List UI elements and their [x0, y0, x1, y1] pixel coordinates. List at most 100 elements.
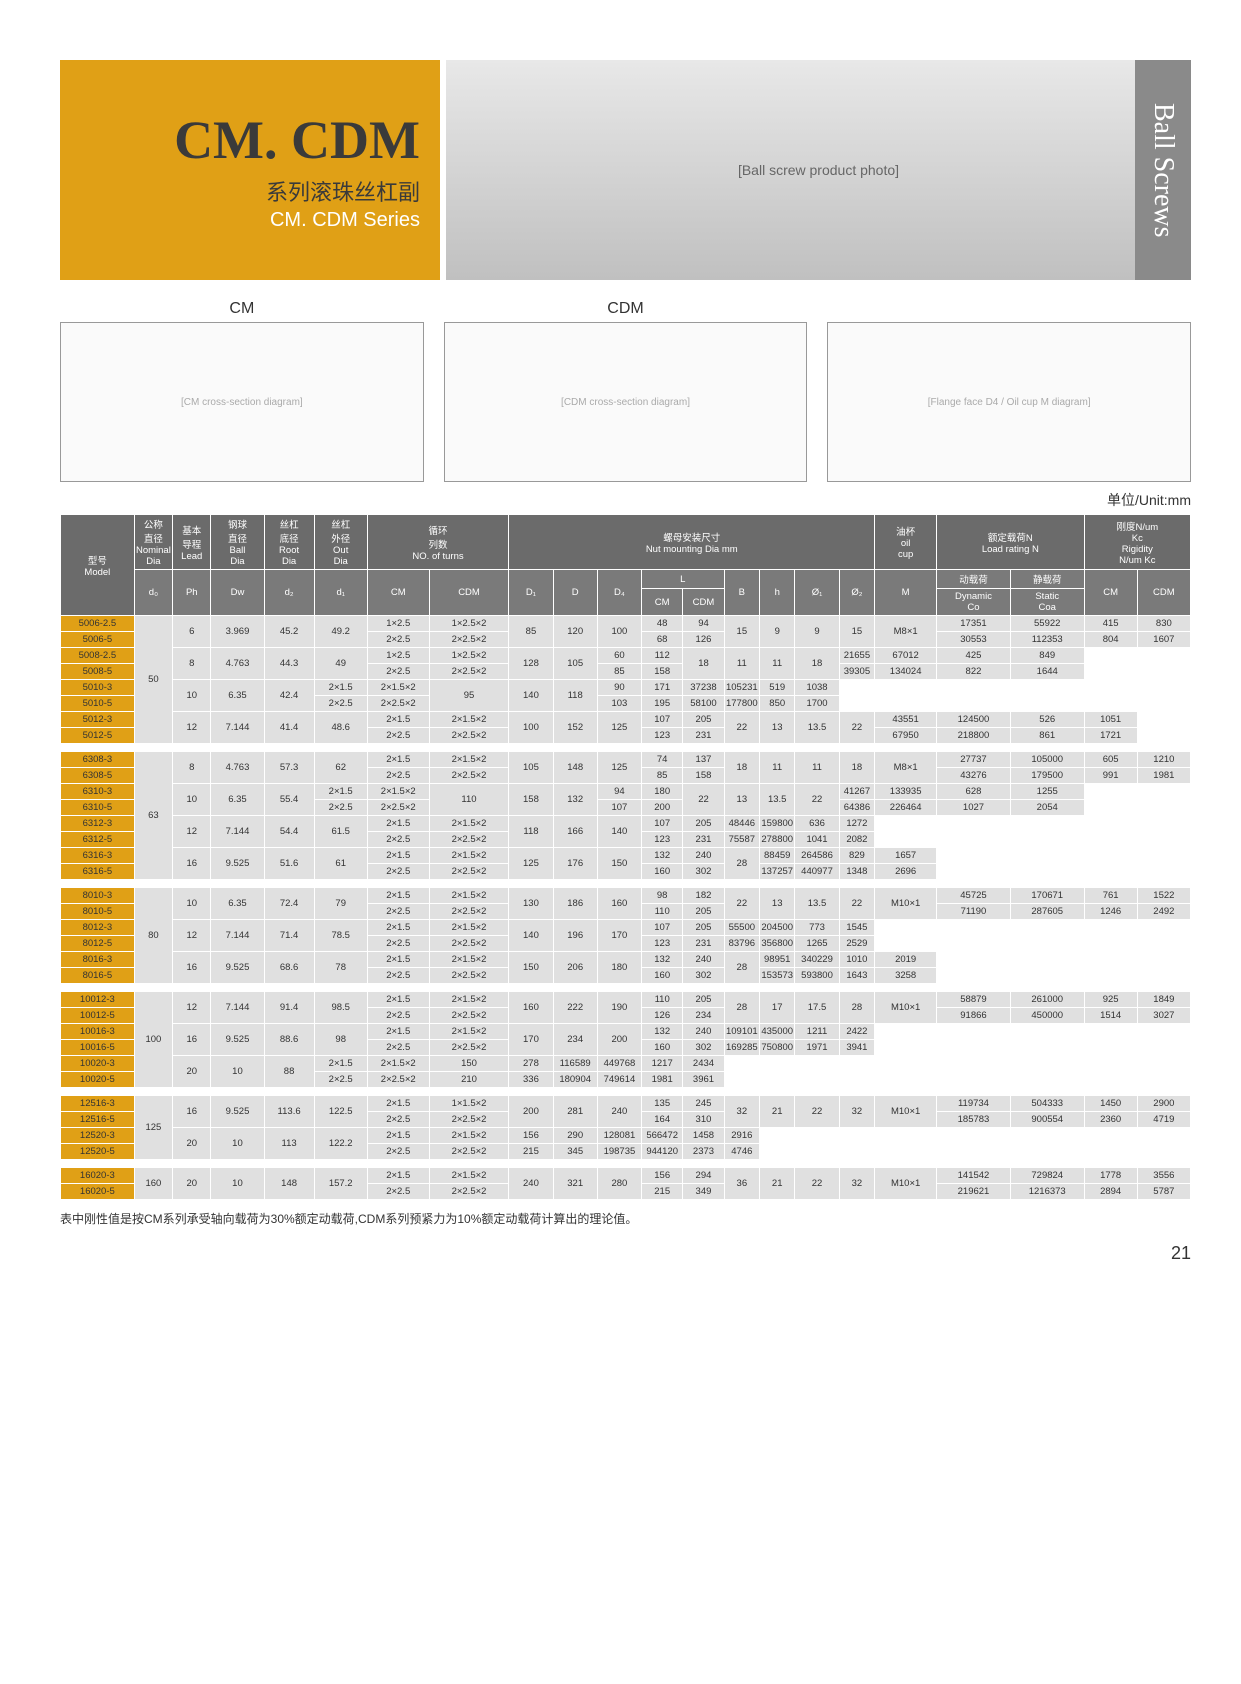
- th-load: 额定载荷NLoad rating N: [937, 515, 1085, 570]
- th-d0: d₀: [134, 570, 172, 616]
- cell-ph: 12: [173, 816, 211, 848]
- cell-Lcdm: 205: [683, 992, 724, 1008]
- title-block: CM. CDM 系列滚珠丝杠副 CM. CDM Series: [60, 60, 440, 280]
- title-sub-cn: 系列滚珠丝杠副: [266, 175, 420, 207]
- model-cell: 10020-5: [61, 1072, 135, 1088]
- cell-co: 30553: [937, 632, 1011, 648]
- cell-Lcm: 132: [642, 1024, 683, 1040]
- cell-kc_cm: 1217: [642, 1056, 683, 1072]
- model-cell: 10016-5: [61, 1040, 135, 1056]
- cell-coa: 944120: [642, 1144, 683, 1160]
- table-body: 5006-2.55063.96945.249.21×2.51×2.5×28512…: [61, 616, 1191, 1200]
- cell-Lcdm: 205: [683, 712, 724, 728]
- th-dw-top: 钢球直径BallDia: [211, 515, 264, 570]
- cell-d2: 41.4: [264, 712, 314, 744]
- cell-ph: 8: [173, 648, 211, 680]
- cell-o2: 32: [839, 1168, 875, 1200]
- cell-ph: 8: [173, 752, 211, 784]
- cell-cdm: 1×2.5×2: [429, 648, 509, 664]
- cell-cdm: 2×2.5×2: [429, 1112, 509, 1128]
- cell-Lcdm: 302: [683, 968, 724, 984]
- cell-M: M8×1: [875, 616, 937, 648]
- cell-d2: 91.4: [264, 992, 314, 1024]
- cell-ph: 16: [173, 952, 211, 984]
- th-nutmount: 螺母安装尺寸Nut mounting Dia mm: [509, 515, 875, 570]
- cell-Lcm: 160: [642, 864, 683, 880]
- cell-ph: 10: [173, 680, 211, 712]
- cell-kc_cdm: 1657: [875, 848, 937, 864]
- cell-B: 28: [724, 992, 759, 1024]
- footnote: 表中刚性值是按CM系列承受轴向载荷为30%额定动载荷,CDM系列预紧力为10%额…: [60, 1210, 1191, 1227]
- cell-Lcdm: 310: [683, 1112, 724, 1128]
- cell-d1: 78.5: [314, 920, 367, 952]
- cell-D4: 170: [597, 920, 641, 952]
- cell-cm: 2×2.5: [367, 728, 429, 744]
- cell-cm: 2×1.5: [367, 1096, 429, 1112]
- cell-cdm: 1×2.5×2: [429, 616, 509, 632]
- cell-D: 158: [509, 784, 553, 816]
- cell-d2: 88: [264, 1056, 314, 1088]
- cell-coa: 504333: [1010, 1096, 1084, 1112]
- cell-D: 206: [553, 952, 597, 984]
- cell-coa: 566472: [642, 1128, 683, 1144]
- cell-kc_cdm: 830: [1137, 616, 1190, 632]
- cell-Lcdm: 336: [509, 1072, 553, 1088]
- cell-coa: 204500: [760, 920, 795, 936]
- cell-d1: 157.2: [314, 1168, 367, 1200]
- cell-kc_cdm: 5787: [1137, 1184, 1190, 1200]
- cell-kc_cm: 628: [937, 784, 1011, 800]
- th-d2-top: 丝杠底径RootDia: [264, 515, 314, 570]
- model-cell: 12520-5: [61, 1144, 135, 1160]
- cell-Lcm: 156: [642, 1168, 683, 1184]
- cell-Lcdm: 302: [683, 1040, 724, 1056]
- cell-Lcm: 123: [642, 936, 683, 952]
- cell-Lcm: 135: [642, 1096, 683, 1112]
- cell-cdm: 2×1.5×2: [429, 920, 509, 936]
- cell-Lcm: 123: [642, 832, 683, 848]
- cell-cm: 2×2.5: [367, 864, 429, 880]
- cell-d2: 68.6: [264, 952, 314, 984]
- cell-coa: 55922: [1010, 616, 1084, 632]
- table-row: 5010-3106.3542.42×1.52×1.5×2951401189017…: [61, 680, 1191, 696]
- cell-M: M8×1: [875, 752, 937, 784]
- d0-cell: 100: [134, 992, 172, 1088]
- cell-co: 198735: [597, 1144, 641, 1160]
- d0-cell: 63: [134, 752, 172, 880]
- title-sub-en: CM. CDM Series: [270, 209, 420, 232]
- model-cell: 6312-3: [61, 816, 135, 832]
- cell-cm: 2×2.5: [367, 1144, 429, 1160]
- cell-Lcdm: 240: [683, 848, 724, 864]
- cell-cdm: 2×1.5×2: [367, 784, 429, 800]
- cell-o2: 22: [795, 784, 839, 816]
- model-cell: 6310-5: [61, 800, 135, 816]
- model-cell: 8012-5: [61, 936, 135, 952]
- cell-D1: 150: [509, 952, 553, 984]
- table-row: 5008-2.584.76344.3491×2.51×2.5×212810560…: [61, 648, 1191, 664]
- cell-cm: 2×1.5: [367, 752, 429, 768]
- cell-cm: 2×1.5: [367, 712, 429, 728]
- cell-B: 15: [724, 616, 759, 648]
- cell-D1: 130: [509, 888, 553, 920]
- th-dw: Dw: [211, 570, 264, 616]
- table-row: 10012-3100127.14491.498.52×1.52×1.5×2160…: [61, 992, 1191, 1008]
- table-row: 8012-3127.14471.478.52×1.52×1.5×21401961…: [61, 920, 1191, 936]
- title-main: CM. CDM: [174, 109, 420, 171]
- cell-coa: 177800: [724, 696, 759, 712]
- cell-cm: 2×1.5: [367, 1128, 429, 1144]
- cell-D4: 240: [597, 1096, 641, 1128]
- cell-Lcm: 94: [597, 784, 641, 800]
- cell-M: M10×1: [875, 1168, 937, 1200]
- th-cdm: CDM: [429, 570, 509, 616]
- cell-B: 36: [724, 1168, 759, 1200]
- model-cell: 8010-5: [61, 904, 135, 920]
- th-d0-top: 公称直径NominalDia: [134, 515, 172, 570]
- cell-D4: 125: [597, 752, 641, 784]
- cell-kc_cdm: 3027: [1137, 1008, 1190, 1024]
- cell-cm: 2×2.5: [367, 768, 429, 784]
- cell-Lcm: 98: [642, 888, 683, 904]
- th-dyn-label: 动载荷: [937, 570, 1011, 589]
- cell-dw: 4.763: [211, 752, 264, 784]
- cell-coa: 1216373: [1010, 1184, 1084, 1200]
- cell-coa: 729824: [1010, 1168, 1084, 1184]
- cell-coa: 449768: [597, 1056, 641, 1072]
